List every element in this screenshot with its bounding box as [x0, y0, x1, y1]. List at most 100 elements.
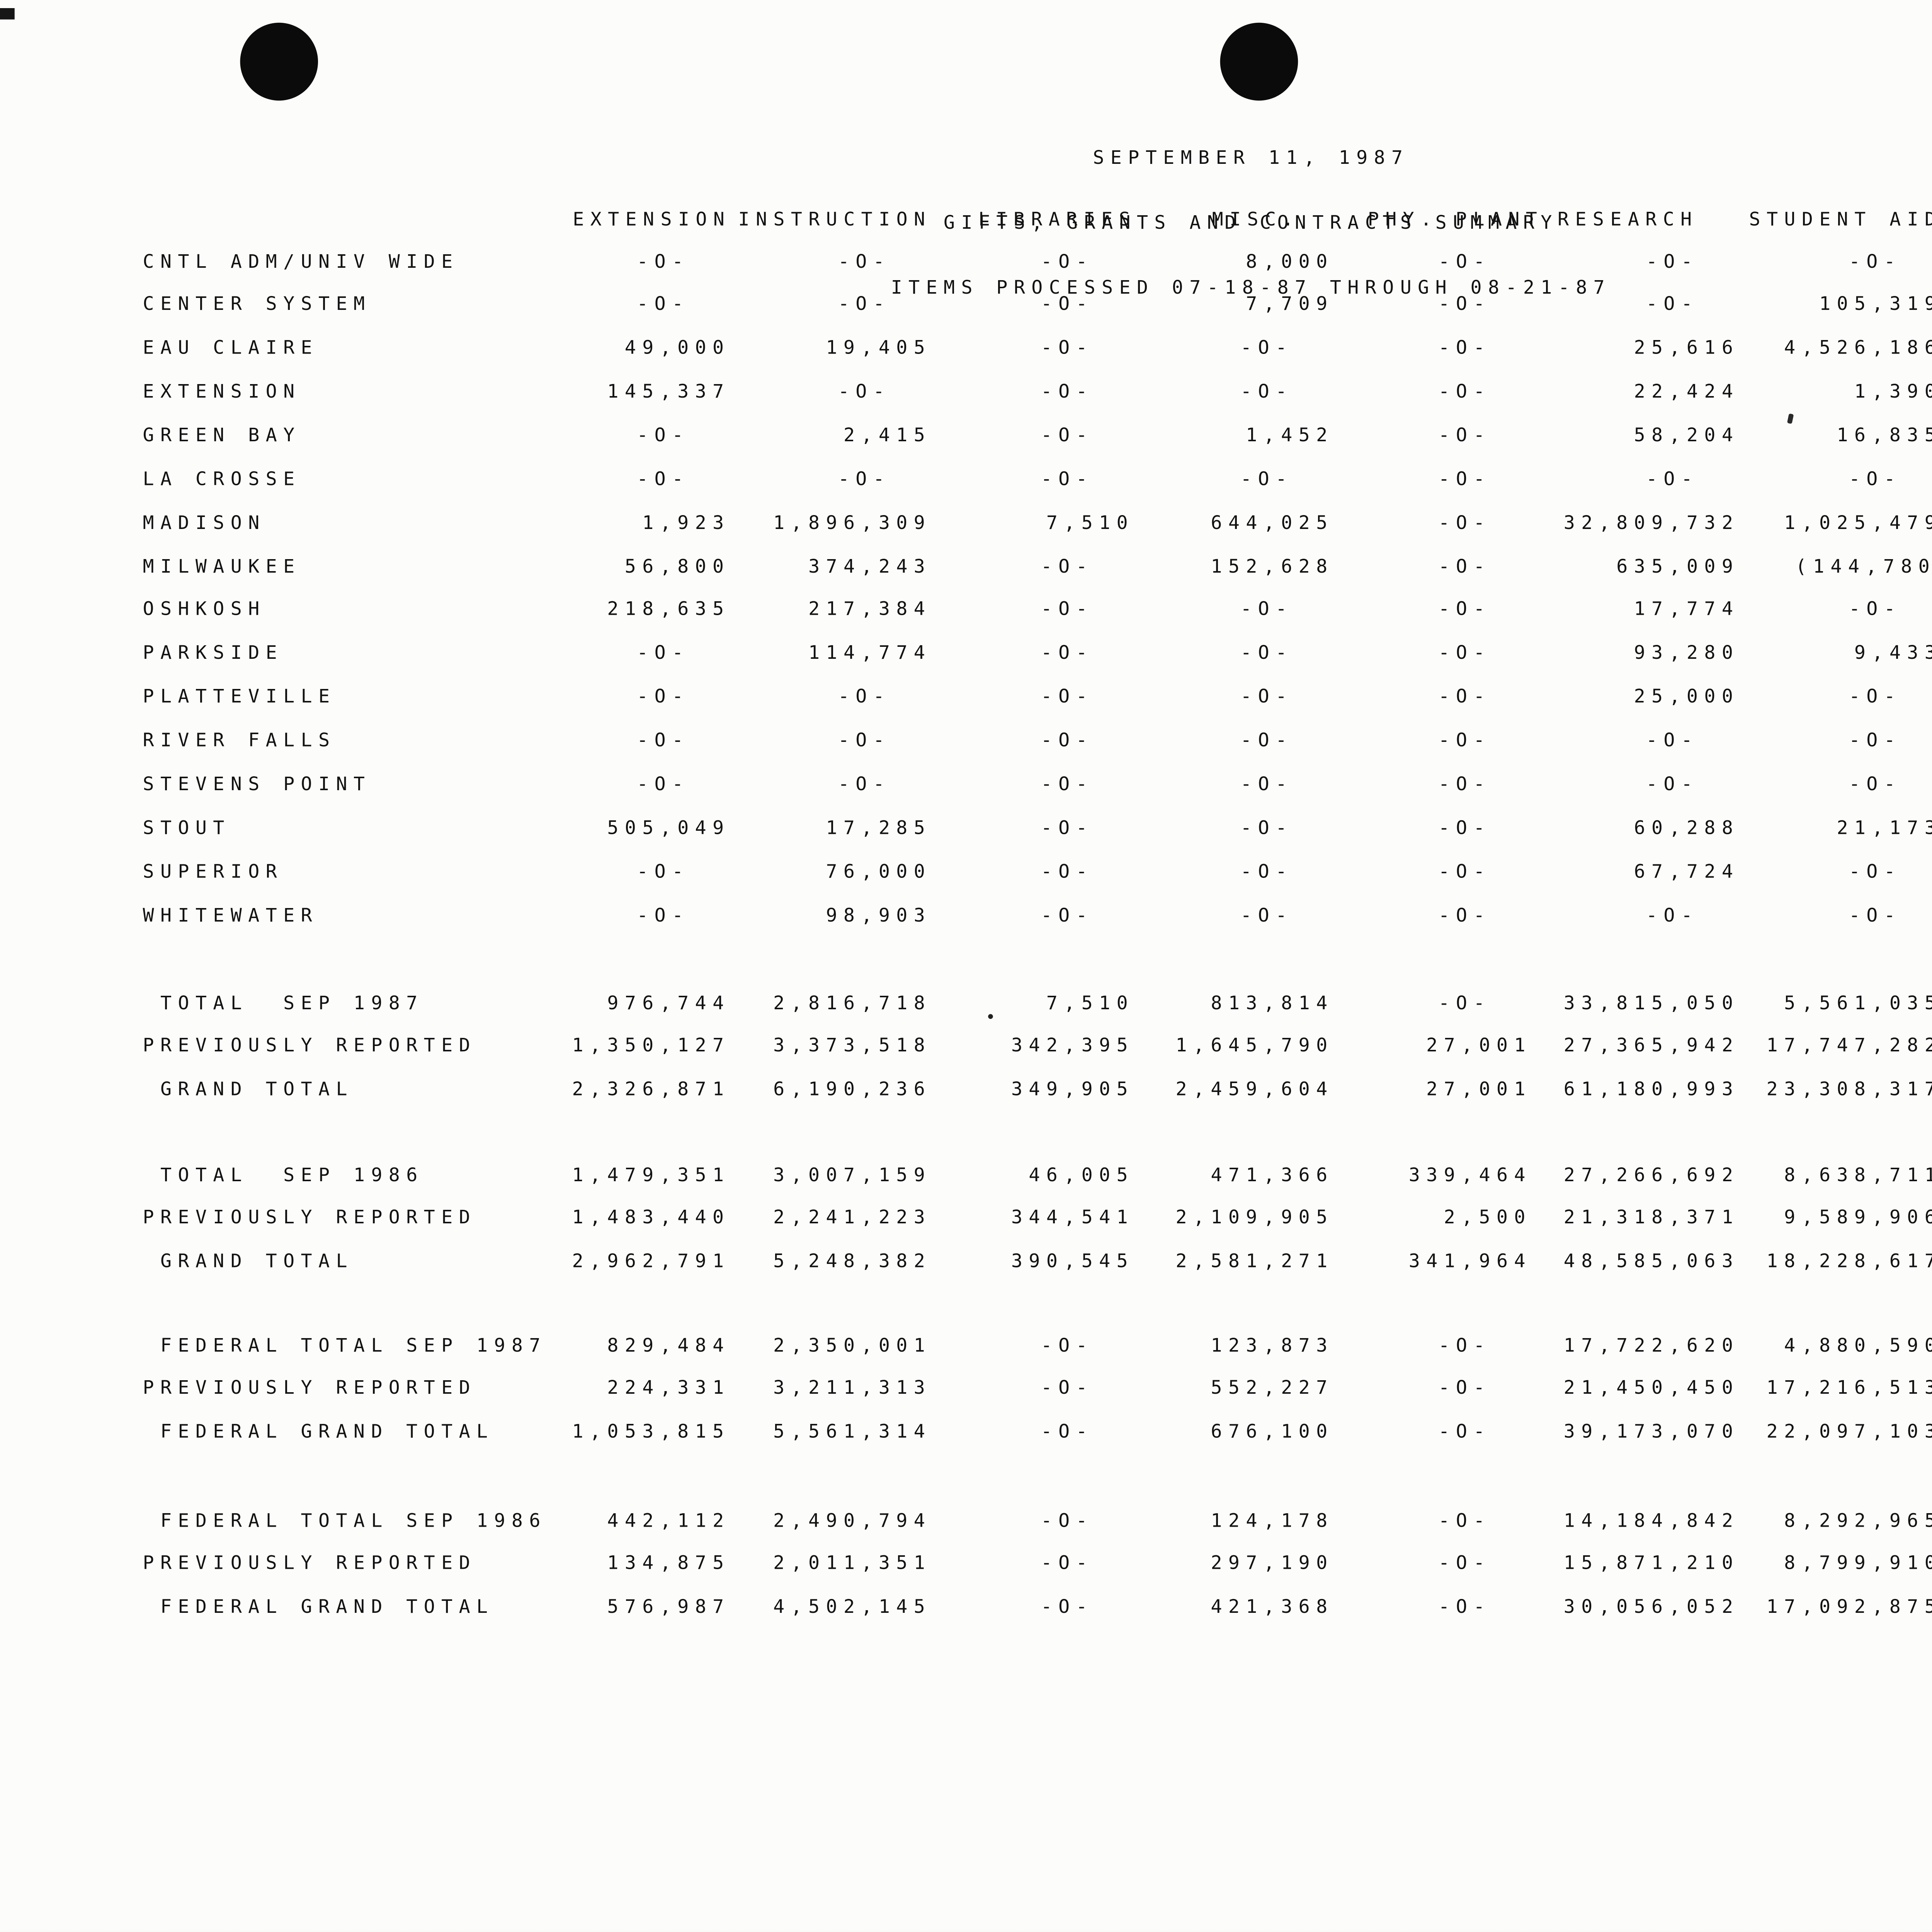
cell-instruction: 5,248,382: [773, 1248, 932, 1271]
summary-row: FEDERAL TOTAL SEP 1987 829,484 2,350,001 -O…: [0, 1333, 1932, 1355]
cell-instruction: 2,415: [843, 423, 932, 446]
cell-research: 635,009: [1616, 554, 1740, 577]
cell-phy-plant: -O-: [1438, 336, 1491, 359]
cell-unres: -O-: [1791, 554, 1932, 577]
cell-instruction: 5,561,314: [773, 1419, 932, 1442]
cell-instruction: 98,903: [826, 903, 932, 926]
summary-row: PREVIOUSLY REPORTED 1,350,127 3,373,518 342…: [0, 1034, 1932, 1056]
cell-libraries: -O-: [1041, 816, 1094, 839]
column-header-instruction: INSTRUCTION: [738, 207, 932, 231]
row-label: RIVER FALLS: [143, 728, 336, 752]
cell-misc: -O-: [1240, 336, 1293, 359]
scan-dot-artifact: [988, 1014, 993, 1019]
campus-row: PARKSIDE-O-114,774-O--O--O-93,2809,433-O…: [0, 641, 1932, 664]
cell-research: 21,318,371: [1563, 1205, 1740, 1228]
cell-libraries: -O-: [1041, 467, 1094, 490]
cell-instruction: -O-: [838, 293, 891, 316]
cell-research: -O-: [1646, 249, 1699, 272]
cell-misc: 152,628: [1211, 554, 1334, 577]
cell-extension: 56,800: [624, 554, 730, 577]
cell-research: 22,424: [1634, 380, 1740, 403]
cell-research: 14,184,842: [1563, 1508, 1740, 1531]
cell-unres: -O-: [1791, 293, 1932, 315]
cell-phy-plant: -O-: [1438, 1376, 1491, 1399]
cell-extension: 505,049: [607, 816, 730, 839]
cell-research: -O-: [1646, 467, 1699, 490]
cell-student-aid: 4,880,590: [1784, 1333, 1932, 1356]
cell-phy-plant: -O-: [1438, 598, 1491, 621]
cell-extension: -O-: [637, 903, 690, 926]
cell-instruction: 1,896,309: [773, 510, 932, 534]
cell-phy-plant: -O-: [1438, 685, 1491, 708]
cell-student-aid: 5,561,035: [1784, 990, 1932, 1014]
campus-row: EXTENSION145,337-O--O--O--O-22,4241,390-…: [0, 380, 1932, 403]
summary-row: FEDERAL TOTAL SEP 1986 442,112 2,490,794 -O…: [0, 1508, 1932, 1531]
cell-phy-plant: -O-: [1438, 816, 1491, 839]
cell-instruction: 17,285: [826, 816, 932, 839]
cell-phy-plant: -O-: [1438, 859, 1491, 882]
cell-phy-plant: -O-: [1438, 249, 1491, 272]
cell-extension: 218,635: [607, 598, 730, 621]
row-label: SUPERIOR: [143, 859, 284, 882]
cell-student-aid: 17,216,513: [1766, 1376, 1932, 1399]
cell-research: -O-: [1646, 293, 1699, 316]
cell-misc: -O-: [1240, 903, 1293, 926]
row-label: LA CROSSE: [143, 467, 301, 490]
row-label: EAU CLAIRE: [143, 336, 319, 359]
cell-unres: -O-: [1791, 816, 1932, 838]
cell-libraries: -O-: [1041, 903, 1094, 926]
cell-phy-plant: 27,001: [1426, 1033, 1532, 1056]
cell-libraries: -O-: [1041, 1333, 1094, 1356]
cell-research: 61,180,993: [1563, 1077, 1740, 1099]
cell-misc: 813,814: [1211, 990, 1334, 1014]
cell-unres: 35: [1791, 1163, 1932, 1185]
cell-instruction: 3,007,159: [773, 1162, 932, 1185]
cell-instruction: -O-: [838, 772, 891, 795]
campus-row: CNTL ADM/UNIV WIDE -O- -O- -O- 8,000 -O- -O- -O…: [0, 249, 1932, 272]
cell-unres: -O-: [1791, 772, 1932, 795]
campus-row: EAU CLAIRE 49,000 19,405 -O- -O- -O- 25,616 4,5…: [0, 336, 1932, 359]
cell-misc: -O-: [1240, 598, 1293, 621]
cell-student-aid: 105,319: [1819, 293, 1932, 316]
cell-student-aid: -O-: [1849, 859, 1902, 882]
cell-student-aid: 22,097,103: [1766, 1419, 1932, 1442]
cell-student-aid: 1,025,479: [1784, 510, 1932, 534]
cell-misc: -O-: [1240, 685, 1293, 708]
cell-phy-plant: 341,964: [1408, 1248, 1532, 1271]
cell-instruction: 114,774: [808, 641, 932, 664]
cell-instruction: -O-: [838, 467, 891, 490]
cell-libraries: 46,005: [1029, 1162, 1134, 1185]
column-header-phy-plant: PHY. PLANT: [1367, 207, 1544, 231]
cell-phy-plant: -O-: [1438, 903, 1491, 926]
cell-instruction: -O-: [838, 380, 891, 403]
cell-instruction: 2,011,351: [773, 1551, 932, 1574]
summary-row: PREVIOUSLY REPORTED 1,483,440 2,241,223 344…: [0, 1206, 1932, 1228]
cell-unres: -O-: [1791, 641, 1932, 664]
cell-extension: -O-: [637, 685, 690, 708]
cell-extension: -O-: [637, 728, 690, 752]
cell-phy-plant: -O-: [1438, 1508, 1491, 1531]
cell-libraries: -O-: [1041, 1376, 1094, 1399]
campus-row: MILWAUKEE 56,800 374,243 -O- 152,628 -O- 635,0…: [0, 554, 1932, 577]
cell-misc: 2,459,604: [1175, 1077, 1334, 1099]
campus-row: MADISON 1,923 1,896,309 7,510 644,025 -O- 32,8…: [0, 511, 1932, 534]
cell-extension: 1,053,815: [572, 1419, 730, 1442]
row-label: MADISON: [143, 510, 266, 534]
cell-misc: -O-: [1240, 641, 1293, 664]
cell-misc: -O-: [1240, 859, 1293, 882]
cell-phy-plant: -O-: [1438, 1419, 1491, 1442]
cell-research: 25,000: [1634, 685, 1740, 708]
cell-libraries: 342,395: [1011, 1033, 1134, 1056]
cell-extension: 2,962,791: [572, 1248, 730, 1271]
cell-student-aid: 1,390: [1854, 380, 1932, 403]
cell-extension: 1,350,127: [572, 1033, 730, 1056]
cell-instruction: 2,816,718: [773, 990, 932, 1014]
cell-extension: 976,744: [607, 990, 730, 1014]
cell-misc: 421,368: [1211, 1594, 1334, 1617]
cell-student-aid: 16,835: [1837, 423, 1932, 446]
cell-research: 27,365,942: [1563, 1033, 1740, 1056]
cell-libraries: -O-: [1041, 336, 1094, 359]
cell-phy-plant: -O-: [1438, 510, 1491, 534]
row-label: TOTAL SEP 1987: [143, 990, 424, 1014]
cell-instruction: 374,243: [808, 554, 932, 577]
